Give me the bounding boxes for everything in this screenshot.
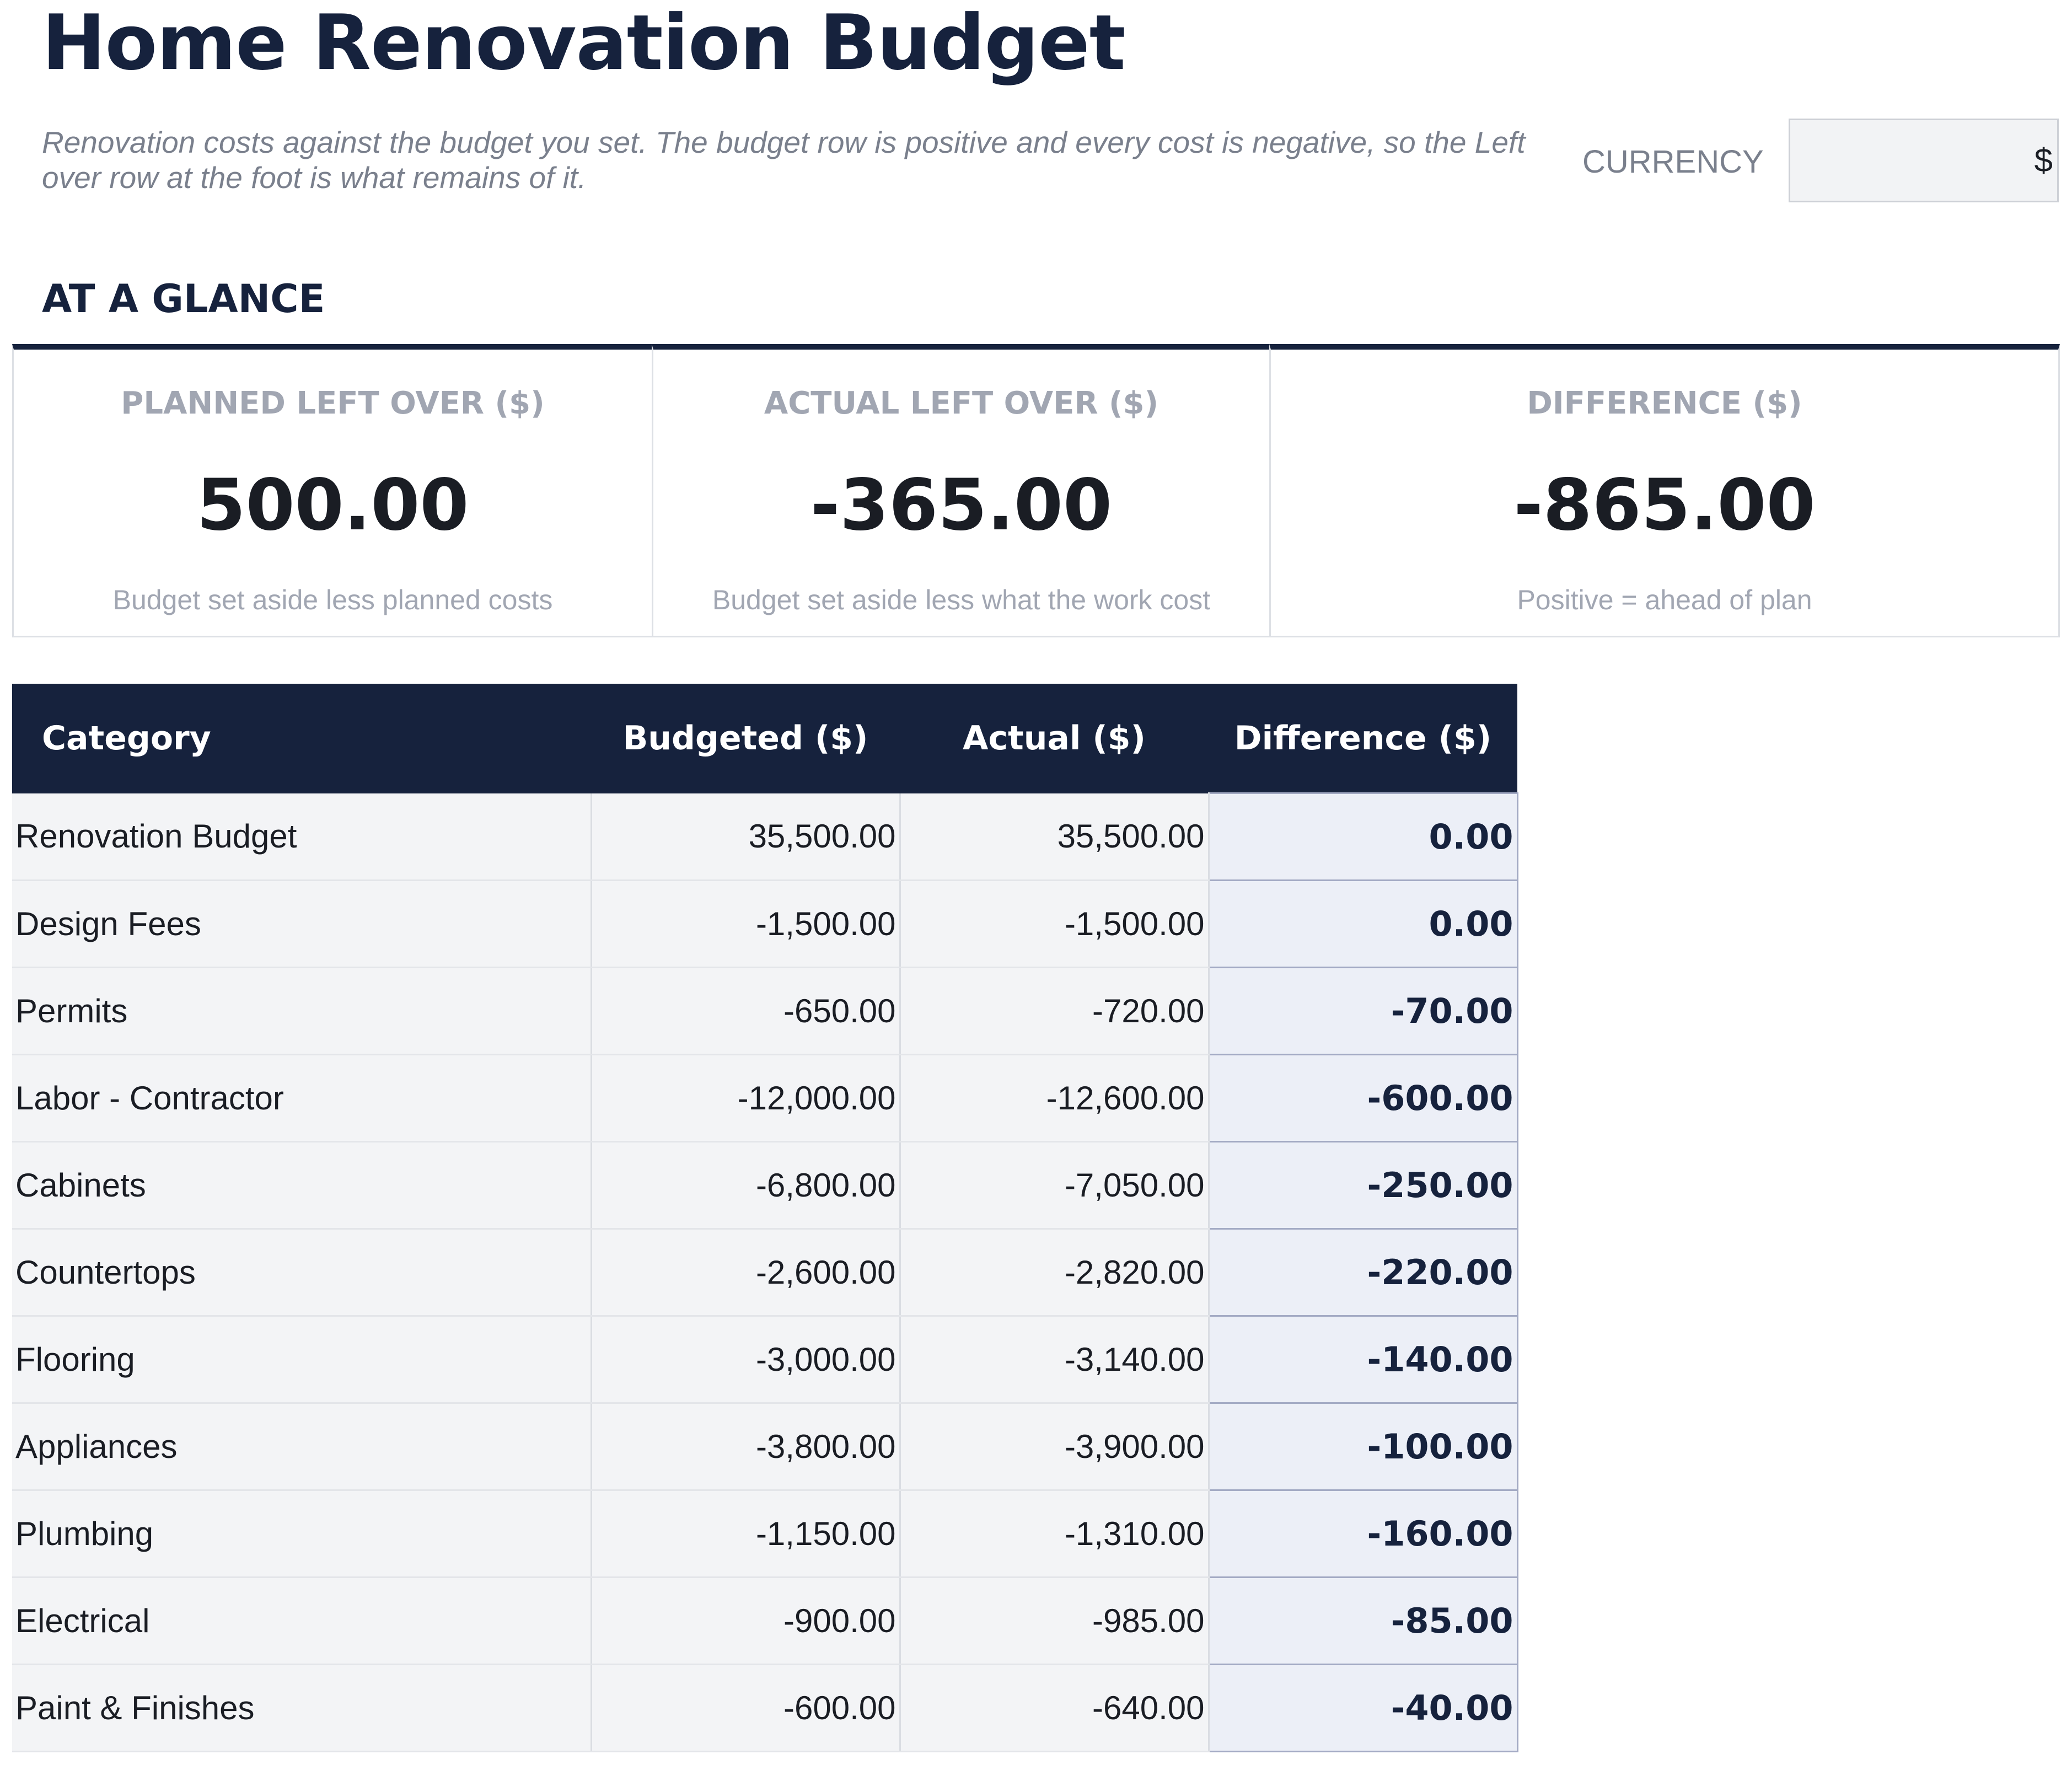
actual-cell[interactable]: -7,050.00 [900,1141,1210,1230]
currency-label: CURRENCY [1582,144,1764,180]
column-header-category: Category [12,684,591,793]
table-row: Cabinets -6,800.00 -7,050.00 -250.00 [12,1141,1518,1230]
difference-cell: -160.00 [1207,1489,1518,1578]
actual-cell[interactable]: -3,140.00 [900,1316,1210,1404]
table-row: Design Fees -1,500.00 -1,500.00 0.00 [12,879,1518,968]
category-cell[interactable]: Countertops [12,1229,592,1317]
kpi-note: Positive = ahead of plan [1517,584,1812,615]
category-cell[interactable]: Electrical [12,1577,592,1665]
table-row: Paint & Finishes -600.00 -640.00 -40.00 [12,1664,1518,1752]
budgeted-cell[interactable]: -1,150.00 [591,1490,901,1578]
actual-cell[interactable]: -640.00 [900,1664,1210,1752]
table-row: Plumbing -1,150.00 -1,310.00 -160.00 [12,1489,1518,1578]
budgeted-cell[interactable]: -12,000.00 [591,1054,901,1142]
actual-cell[interactable]: -3,900.00 [900,1403,1210,1491]
kpi-value: -865.00 [1513,464,1816,546]
budgeted-cell[interactable]: 35,500.00 [591,793,901,881]
actual-cell[interactable]: -2,820.00 [900,1229,1210,1317]
difference-cell: -140.00 [1207,1315,1518,1404]
category-cell[interactable]: Flooring [12,1316,592,1404]
difference-cell: -70.00 [1207,967,1518,1055]
category-cell[interactable]: Renovation Budget [12,793,592,881]
table-row: Permits -650.00 -720.00 -70.00 [12,967,1518,1055]
category-cell[interactable]: Permits [12,967,592,1055]
difference-cell: -40.00 [1207,1664,1518,1752]
kpi-card-difference: DIFFERENCE ($) -865.00 Positive = ahead … [1269,344,2060,637]
budgeted-cell[interactable]: -600.00 [591,1664,901,1752]
kpi-card-actual-left-over: ACTUAL LEFT OVER ($) -365.00 Budget set … [652,344,1269,637]
category-cell[interactable]: Design Fees [12,880,592,968]
difference-cell: 0.00 [1207,792,1518,881]
column-header-actual: Actual ($) [900,684,1209,793]
difference-cell: -600.00 [1207,1054,1518,1142]
kpi-card-planned-left-over: PLANNED LEFT OVER ($) 500.00 Budget set … [12,344,652,637]
difference-cell: -85.00 [1207,1576,1518,1665]
table-row: Renovation Budget 35,500.00 35,500.00 0.… [12,792,1518,881]
table-header-row: Category Budgeted ($) Actual ($) Differe… [12,684,1517,793]
table-row: Countertops -2,600.00 -2,820.00 -220.00 [12,1228,1518,1317]
column-header-difference: Difference ($) [1209,684,1517,793]
actual-cell[interactable]: -720.00 [900,967,1210,1055]
actual-cell[interactable]: -1,500.00 [900,880,1210,968]
column-header-budgeted: Budgeted ($) [591,684,900,793]
table-row: Labor - Contractor -12,000.00 -12,600.00… [12,1054,1518,1142]
table-row: Electrical -900.00 -985.00 -85.00 [12,1576,1518,1665]
budget-table: Category Budgeted ($) Actual ($) Differe… [12,684,1518,1752]
kpi-value: -365.00 [810,464,1113,546]
difference-cell: -250.00 [1207,1141,1518,1230]
kpi-note: Budget set aside less what the work cost [712,584,1211,615]
budgeted-cell[interactable]: -3,800.00 [591,1403,901,1491]
category-cell[interactable]: Paint & Finishes [12,1664,592,1752]
category-cell[interactable]: Cabinets [12,1141,592,1230]
kpi-label: PLANNED LEFT OVER ($) [121,385,545,421]
budgeted-cell[interactable]: -900.00 [591,1577,901,1665]
kpi-note: Budget set aside less planned costs [112,584,553,615]
at-a-glance-heading: AT A GLANCE [42,276,325,321]
budgeted-cell[interactable]: -1,500.00 [591,880,901,968]
actual-cell[interactable]: -1,310.00 [900,1490,1210,1578]
budgeted-cell[interactable]: -6,800.00 [591,1141,901,1230]
table-row: Appliances -3,800.00 -3,900.00 -100.00 [12,1402,1518,1491]
category-cell[interactable]: Appliances [12,1403,592,1491]
budgeted-cell[interactable]: -2,600.00 [591,1229,901,1317]
page-title: Home Renovation Budget [42,0,1126,87]
kpi-label: DIFFERENCE ($) [1527,385,1802,421]
kpi-cards: PLANNED LEFT OVER ($) 500.00 Budget set … [12,344,2060,637]
difference-cell: -100.00 [1207,1402,1518,1491]
actual-cell[interactable]: -985.00 [900,1577,1210,1665]
difference-cell: 0.00 [1207,879,1518,968]
page-subtitle: Renovation costs against the budget you … [42,125,1526,195]
budgeted-cell[interactable]: -650.00 [591,967,901,1055]
actual-cell[interactable]: 35,500.00 [900,793,1210,881]
kpi-value: 500.00 [196,464,469,546]
category-cell[interactable]: Plumbing [12,1490,592,1578]
budgeted-cell[interactable]: -3,000.00 [591,1316,901,1404]
difference-cell: -220.00 [1207,1228,1518,1317]
currency-input[interactable]: $ [1789,119,2059,202]
table-row: Flooring -3,000.00 -3,140.00 -140.00 [12,1315,1518,1404]
actual-cell[interactable]: -12,600.00 [900,1054,1210,1142]
kpi-label: ACTUAL LEFT OVER ($) [764,385,1159,421]
category-cell[interactable]: Labor - Contractor [12,1054,592,1142]
